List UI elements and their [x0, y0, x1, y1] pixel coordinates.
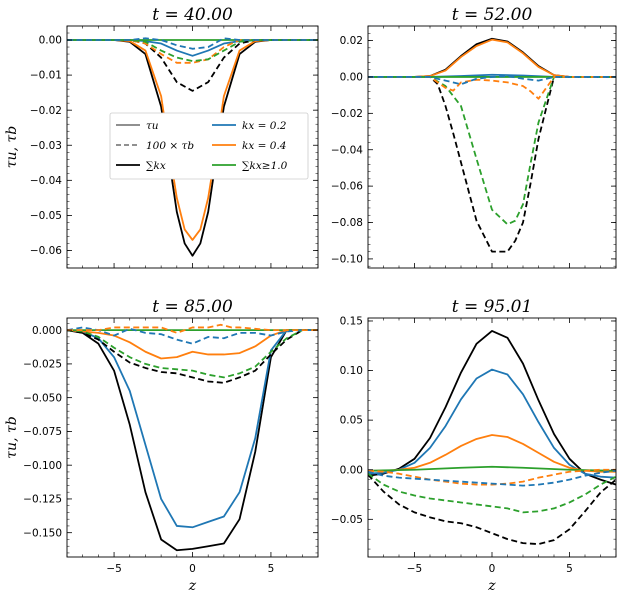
y-tick-label: −0.01: [30, 70, 62, 82]
series-line-6: [67, 329, 318, 379]
y-tick-label: 0.00: [340, 464, 363, 476]
series-line-7: [67, 326, 318, 345]
series-line-6: [67, 39, 318, 64]
y-tick-label: −0.03: [30, 140, 62, 152]
y-tick-label: −0.05: [30, 210, 62, 222]
legend-box: [109, 112, 309, 180]
y-tick-label: −0.08: [331, 217, 363, 229]
y-axis-label: τu, τb: [4, 126, 20, 168]
x-tick-label: 5: [268, 563, 275, 575]
series-line-2: [368, 368, 616, 479]
series-line-3: [67, 329, 318, 360]
series-line-1: [67, 329, 318, 552]
x-tick-label: 0: [489, 563, 496, 575]
y-tick-label: 0.02: [340, 35, 363, 47]
x-tick-label: 5: [566, 563, 573, 575]
y-tick-label: −0.05: [331, 514, 363, 526]
legend-label: ∑kx≥1.0: [242, 160, 288, 172]
legend: τu 100 × τb ∑kx kx = 0.2 kx = 0.4 ∑kx≥1.0: [109, 112, 309, 180]
panel-3: −5 0 5 0.000 −0.025 −0.050 −0.075 −0.100 −0.125 −…: [4, 297, 319, 594]
series-line-8: [67, 37, 318, 50]
series-line-1: [67, 39, 318, 257]
series-line-7: [368, 468, 616, 486]
series-line-8: [368, 75, 616, 86]
y-tick-label: 0.000: [32, 325, 62, 337]
series-line-3: [368, 434, 616, 473]
y-tick-label: −0.050: [23, 392, 62, 404]
y-tick-label: 0.00: [39, 35, 62, 47]
x-axis-label: z: [188, 578, 197, 594]
y-tick-label: 0.15: [340, 316, 363, 328]
series-line-5: [67, 329, 318, 384]
y-tick-label: 0.10: [340, 365, 363, 377]
axes-frame: [367, 25, 617, 269]
panel-title: t = 52.00: [452, 5, 533, 25]
x-tick-label: −5: [407, 563, 422, 575]
y-tick-label: 0.00: [340, 72, 363, 84]
series-line-7: [368, 76, 616, 100]
y-tick-label: −0.025: [23, 359, 62, 371]
panel-title: t = 85.00: [152, 297, 233, 317]
y-tick-label: −0.04: [331, 144, 363, 156]
series-line-2: [368, 38, 616, 78]
y-tick-label: −0.04: [30, 175, 62, 187]
panel-1: 0.00 −0.01 −0.02 −0.03 −0.04 −0.05 −0.06 t = 40…: [4, 5, 319, 269]
y-tick-label: −0.125: [23, 494, 62, 506]
series-group: [67, 37, 318, 257]
panel-2: 0.02 0.00 −0.02 −0.04 −0.06 −0.08 −0.10 t = 52.…: [331, 5, 617, 269]
legend-label: 100 × τb: [146, 140, 194, 152]
series-line-4: [368, 465, 616, 472]
series-line-8: [67, 323, 318, 334]
y-tick-label: −0.06: [30, 245, 62, 257]
y-tick-label: −0.150: [23, 527, 62, 539]
series-group: [67, 323, 318, 552]
panel-4: −5 0 5 0.15 0.10 0.05 0.00 −0.05 t = 95.01 z: [331, 297, 617, 594]
series-line-2: [67, 329, 318, 529]
y-tick-label: −0.10: [331, 254, 363, 266]
series-line-1: [368, 329, 616, 486]
legend-label: τu: [146, 120, 159, 132]
panel-title: t = 40.00: [152, 5, 233, 25]
y-tick-label: −0.02: [30, 105, 62, 117]
y-axis-label: τu, τb: [4, 416, 20, 458]
y-tick-label: −0.06: [331, 181, 363, 193]
x-tick-label: 0: [189, 563, 196, 575]
y-tick-label: −0.075: [23, 426, 62, 438]
axes-frame: [367, 317, 617, 558]
series-line-8: [368, 469, 616, 487]
series-group: [368, 329, 616, 546]
series-line-5: [368, 474, 616, 546]
x-tick-label: −5: [106, 563, 121, 575]
y-tick-label: −0.100: [23, 460, 62, 472]
series-line-2: [67, 39, 318, 241]
series-line-6: [368, 472, 616, 514]
y-tick-label: 0.05: [340, 415, 363, 427]
series-group: [368, 37, 616, 253]
legend-label: kx = 0.4: [242, 140, 286, 152]
x-axis-label: z: [487, 578, 496, 594]
series-line-6: [368, 76, 616, 226]
series-line-5: [368, 76, 616, 253]
series-line-1: [368, 37, 616, 78]
series-line-7: [67, 39, 318, 62]
y-tick-label: −0.02: [331, 108, 363, 120]
panel-title: t = 95.01: [452, 297, 533, 317]
series-line-5: [67, 39, 318, 92]
legend-label: ∑kx: [146, 160, 166, 172]
legend-label: kx = 0.2: [242, 120, 287, 132]
